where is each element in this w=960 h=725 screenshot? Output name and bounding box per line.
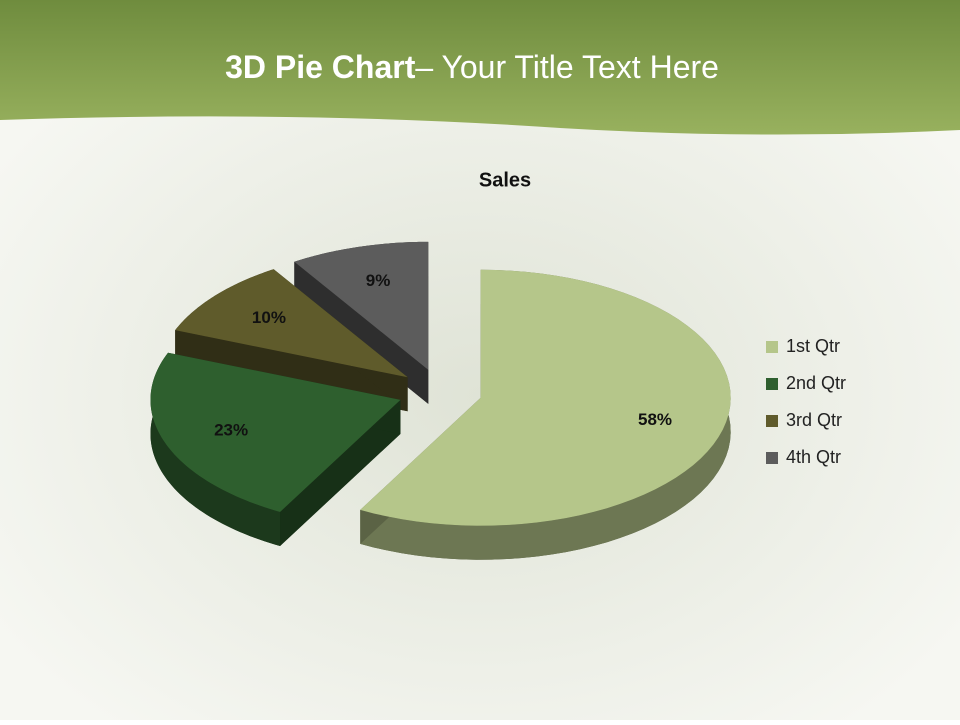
data-label: 23% — [214, 421, 248, 440]
legend-swatch — [766, 341, 778, 353]
chart-title: Sales — [479, 169, 531, 191]
legend-swatch — [766, 378, 778, 390]
legend-label: 4th Qtr — [786, 447, 841, 467]
legend-label: 1st Qtr — [786, 336, 840, 356]
pie-slice — [360, 269, 731, 526]
legend-swatch — [766, 415, 778, 427]
data-label: 9% — [366, 271, 391, 290]
data-label: 10% — [252, 308, 286, 327]
legend-label: 3rd Qtr — [786, 410, 842, 430]
pie-slice — [150, 352, 401, 512]
pie-side — [360, 269, 731, 560]
pie-slice — [175, 269, 408, 378]
slide-title: 3D Pie Chart– Your Title Text Here — [225, 49, 719, 85]
legend-swatch — [766, 452, 778, 464]
header-band — [0, 0, 960, 135]
title-rest: – Your Title Text Here — [415, 49, 719, 85]
legend-label: 2nd Qtr — [786, 373, 846, 393]
pie: 58% 23% 10% 9% — [150, 241, 731, 560]
pie-side — [280, 399, 401, 546]
pie-slice — [294, 241, 429, 370]
data-label: 58% — [638, 410, 672, 429]
legend: 1st Qtr 2nd Qtr 3rd Qtr 4th Qtr — [766, 336, 846, 467]
title-bold: 3D Pie Chart — [225, 49, 416, 85]
